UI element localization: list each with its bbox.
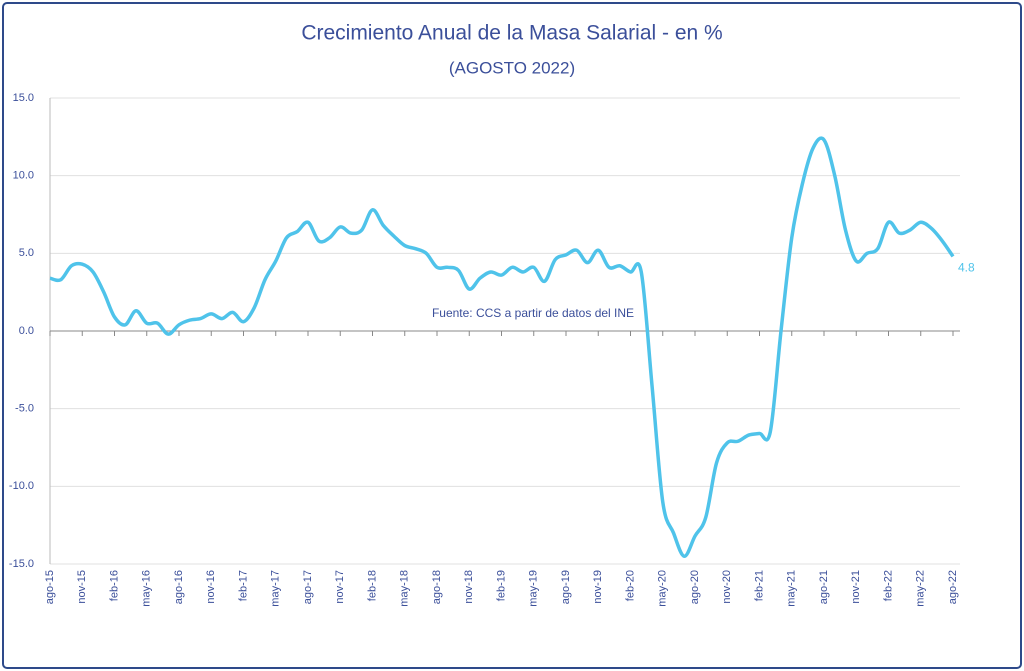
x-tick-label: ago-15 bbox=[44, 570, 56, 604]
x-tick-label: may-17 bbox=[270, 570, 282, 607]
x-tick-label: may-16 bbox=[141, 570, 153, 607]
x-tick-label: nov-19 bbox=[592, 570, 604, 604]
x-tick-label: nov-16 bbox=[205, 570, 217, 604]
x-tick-label: ago-17 bbox=[302, 570, 314, 604]
x-tick-label: nov-21 bbox=[850, 570, 862, 604]
x-tick-label: nov-17 bbox=[334, 570, 346, 604]
x-tick-label: feb-20 bbox=[624, 570, 636, 601]
x-tick-label: feb-19 bbox=[495, 570, 507, 601]
chart-title: Crecimiento Anual de la Masa Salarial - … bbox=[301, 22, 722, 45]
x-tick-label: may-20 bbox=[657, 570, 669, 607]
x-tick-label: feb-21 bbox=[753, 570, 765, 601]
y-tick-label: -10.0 bbox=[9, 480, 34, 492]
x-tick-label: nov-15 bbox=[76, 570, 88, 604]
x-tick-label: feb-16 bbox=[108, 570, 120, 601]
x-tick-label: nov-20 bbox=[721, 570, 733, 604]
x-tick-label: nov-18 bbox=[463, 570, 475, 604]
x-tick-label: ago-20 bbox=[689, 570, 701, 604]
x-tick-label: may-18 bbox=[399, 570, 411, 607]
x-tick-label: ago-22 bbox=[947, 570, 959, 604]
x-tick-label: may-21 bbox=[786, 570, 798, 607]
x-tick-label: ago-18 bbox=[431, 570, 443, 604]
y-tick-label: -15.0 bbox=[9, 558, 34, 570]
x-tick-label: may-19 bbox=[528, 570, 540, 607]
x-tick-label: ago-19 bbox=[560, 570, 572, 604]
chart-subtitle: (AGOSTO 2022) bbox=[449, 58, 575, 77]
y-tick-label: 10.0 bbox=[13, 170, 34, 182]
x-tick-label: ago-21 bbox=[818, 570, 830, 604]
x-tick-label: feb-22 bbox=[882, 570, 894, 601]
y-tick-label: 0.0 bbox=[19, 325, 34, 337]
x-tick-label: feb-18 bbox=[366, 570, 378, 601]
source-note: Fuente: CCS a partir de datos del INE bbox=[432, 306, 634, 320]
data-line bbox=[49, 136, 955, 558]
x-tick-label: may-22 bbox=[915, 570, 927, 607]
x-tick-label: feb-17 bbox=[237, 570, 249, 601]
end-value-label: 4.8 bbox=[958, 261, 975, 275]
y-tick-label: 5.0 bbox=[19, 247, 34, 259]
y-tick-label: -5.0 bbox=[15, 403, 34, 415]
x-tick-label: ago-16 bbox=[173, 570, 185, 604]
y-tick-label: 15.0 bbox=[13, 92, 34, 104]
